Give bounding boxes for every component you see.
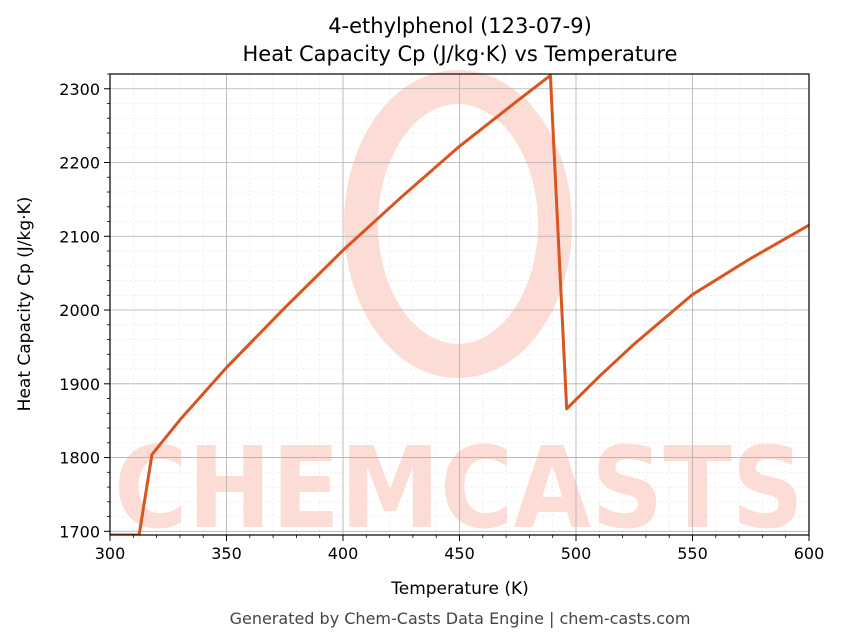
x-axis-label: Temperature (K) xyxy=(390,579,529,599)
x-tick-label: 400 xyxy=(328,544,359,563)
ticks xyxy=(104,73,810,541)
x-tick-label: 450 xyxy=(444,544,475,563)
footer-credit: Generated by Chem-Casts Data Engine | ch… xyxy=(230,609,691,628)
x-tick-label: 600 xyxy=(794,544,825,563)
y-tick-label: 2300 xyxy=(59,80,100,99)
y-tick-label: 2000 xyxy=(59,301,100,320)
series-layer xyxy=(110,73,809,535)
x-tick-label: 300 xyxy=(95,544,126,563)
x-tick-label: 350 xyxy=(211,544,242,563)
x-tick-labels: 300 350 400 450 500 550 600 xyxy=(95,544,825,563)
y-tick-label: 1900 xyxy=(59,375,100,394)
y-tick-label: 2200 xyxy=(59,154,100,173)
y-tick-labels: 1700 1800 1900 2000 2100 2200 2300 xyxy=(59,80,100,542)
watermark: CHEMCASTS xyxy=(114,70,804,554)
y-tick-label: 2100 xyxy=(59,227,100,246)
chart-title-line1: 4-ethylphenol (123-07-9) xyxy=(328,14,592,38)
x-tick-label: 500 xyxy=(561,544,592,563)
x-tick-label: 550 xyxy=(677,544,708,563)
watermark-text: CHEMCASTS xyxy=(114,424,804,554)
series-line-0 xyxy=(110,73,809,535)
y-tick-label: 1700 xyxy=(59,522,100,541)
chart-title-line2: Heat Capacity Cp (J/kg·K) vs Temperature xyxy=(243,42,678,66)
y-axis-label: Heat Capacity Cp (J/kg·K) xyxy=(15,197,35,412)
watermark-ring xyxy=(344,70,572,378)
y-tick-label: 1800 xyxy=(59,449,100,468)
